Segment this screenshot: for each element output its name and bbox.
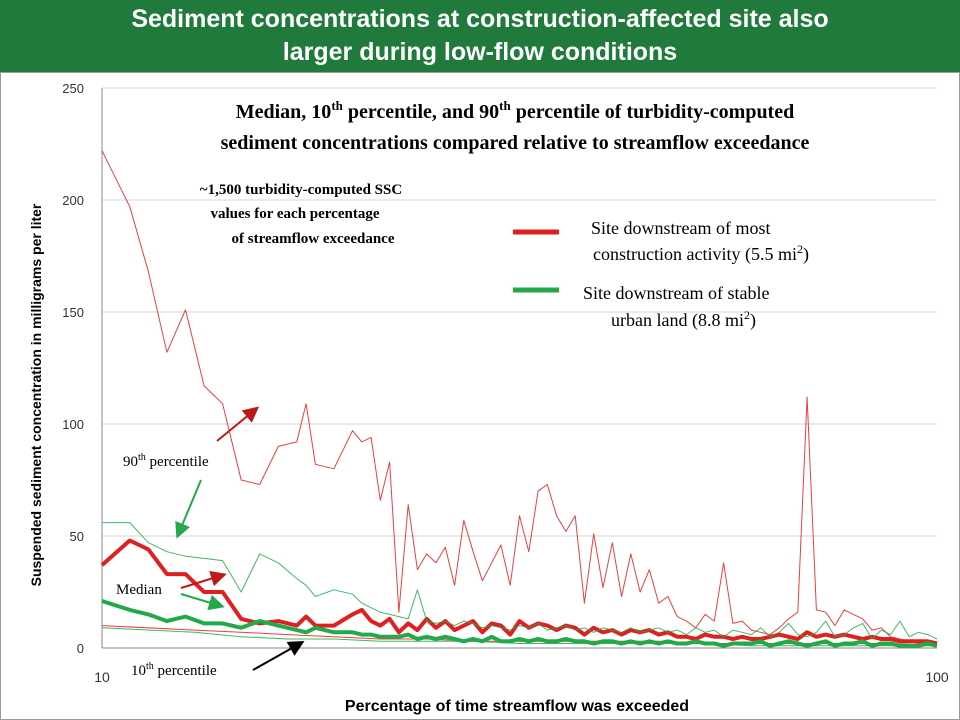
label-10th-percentile: 10th percentile (131, 661, 217, 679)
y-axis-label: Suspended sediment concentration in mill… (28, 203, 44, 586)
title-banner: Sediment concentrations at construction-… (0, 0, 960, 75)
y-tick-label: 100 (62, 417, 84, 432)
chart-title-line1: Median, 10th percentile, and 90th percen… (236, 98, 794, 123)
legend-construction-line2: construction activity (5.5 mi2) (593, 242, 809, 265)
arrow-median-urban (180, 593, 225, 611)
series-construction-median (100, 538, 938, 646)
legend-urban-line2: urban land (8.8 mi2) (611, 308, 756, 331)
banner-title-line1: Sediment concentrations at construction-… (131, 5, 829, 33)
y-tick-label: 50 (70, 529, 84, 544)
arrow-90th-construction (216, 406, 260, 442)
y-tick-label: 150 (62, 305, 84, 320)
series-construction-90th (101, 150, 938, 647)
axes: 0 50 100 150 200 250 10 100 (62, 81, 949, 685)
annotation-line1: ~1,500 turbidity-computed SSC (200, 182, 402, 198)
annotation-line3: of streamflow exceedance (232, 231, 395, 247)
x-tick-label: 100 (925, 669, 949, 685)
legend-urban-line1: Site downstream of stable (583, 283, 769, 303)
legend-construction-line1: Site downstream of most (591, 218, 770, 238)
legend: Site downstream of most construction act… (513, 218, 809, 331)
y-tick-label: 250 (62, 81, 84, 96)
chart-title-line2: sediment concentrations compared relativ… (221, 132, 810, 154)
grid (102, 87, 937, 649)
arrow-90th-urban (175, 479, 202, 539)
series-urban-10th (101, 627, 937, 647)
label-90th-percentile: 90th percentile (123, 452, 209, 470)
series-urban-median (101, 599, 938, 648)
chart-frame: 0 50 100 150 200 250 10 100 Median, 10th percen… (0, 72, 960, 720)
y-tick-label: 0 (77, 641, 84, 656)
annotation-line2: values for each percentage (211, 206, 380, 222)
label-median: Median (116, 582, 162, 598)
x-tick-label: 10 (94, 669, 110, 685)
banner-title-line2: larger during low-flow conditions (282, 38, 678, 66)
series-group (100, 150, 938, 648)
arrow-10th (252, 641, 305, 671)
y-tick-label: 200 (62, 193, 84, 208)
chart-svg: 0 50 100 150 200 250 10 100 Median, 10th percen… (28, 81, 949, 715)
series-urban-90th (102, 522, 938, 640)
x-axis-label: Percentage of time streamflow was exceed… (345, 698, 689, 715)
arrow-median-construction (180, 570, 227, 589)
